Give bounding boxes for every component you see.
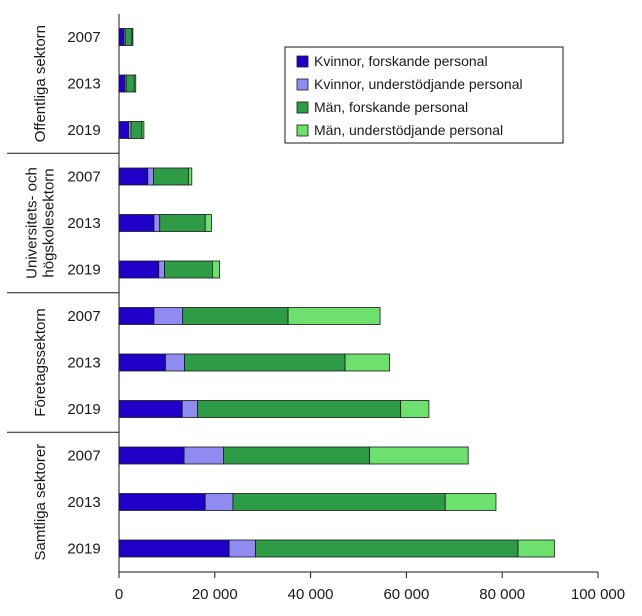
year-label: 2013 — [67, 494, 100, 511]
bar-segment — [118, 121, 129, 139]
bar-segment — [444, 493, 497, 511]
bar-segment — [118, 167, 149, 186]
bar-segment — [159, 214, 206, 232]
year-labels: 2007 2013 2019 2007 2013 2019 2007 2013 2019 2007… — [67, 29, 100, 558]
bar-segment — [118, 214, 155, 232]
legend-label: Män, understödjande personal — [314, 122, 503, 138]
legend-swatch — [296, 55, 309, 68]
bar-segment — [118, 400, 183, 418]
bar-segment — [118, 74, 126, 93]
bar-segment — [182, 307, 289, 325]
legend-label: Kvinnor, forskande personal — [314, 53, 488, 69]
bar-segment — [184, 353, 346, 372]
bar-segment — [118, 446, 185, 465]
bar-segment — [147, 167, 154, 186]
bar-segment — [181, 400, 198, 418]
year-label: 2019 — [67, 541, 100, 558]
bar-segment — [197, 400, 402, 418]
bar-segment — [118, 28, 125, 46]
legend-swatch — [296, 78, 309, 91]
legend-swatch — [296, 124, 309, 137]
legend-swatch — [296, 101, 309, 114]
x-tick-label: 0 — [115, 586, 123, 603]
bar-segment — [118, 493, 206, 511]
group-label: Samtliga sektorer — [32, 444, 49, 561]
year-label: 2007 — [67, 169, 100, 186]
bar-segment — [400, 400, 430, 418]
bar-segment — [188, 167, 193, 186]
year-label: 2019 — [67, 122, 100, 139]
bars — [118, 28, 555, 558]
group-label: Offentliga sektorn — [32, 25, 49, 142]
bar-segment — [158, 260, 165, 279]
x-tick-label: 60 000 — [383, 586, 429, 603]
bar-segment — [133, 74, 137, 93]
year-label: 2013 — [67, 215, 100, 232]
bar-segment — [228, 539, 256, 558]
bar-segment — [153, 214, 161, 232]
group-separators — [7, 152, 119, 433]
bar-segment — [141, 121, 145, 139]
year-label: 2007 — [67, 29, 100, 46]
year-label: 2013 — [67, 355, 100, 372]
x-tick-label: 40 000 — [288, 586, 334, 603]
group-label: högskolesektorn — [41, 168, 58, 277]
bar-segment — [344, 353, 391, 372]
bar-segment — [517, 539, 555, 558]
bar-segment — [255, 539, 519, 558]
bar-segment — [153, 167, 189, 186]
bar-segment — [204, 214, 212, 232]
legend-box — [284, 46, 564, 144]
bar-segment — [130, 121, 143, 139]
bar-segment — [183, 446, 224, 465]
group-label: Företagssektorn — [32, 308, 49, 416]
year-label: 2019 — [67, 262, 100, 279]
bar-segment — [125, 74, 135, 93]
year-label: 2019 — [67, 401, 100, 418]
bar-segment — [118, 260, 160, 279]
bar-segment — [212, 260, 220, 279]
bar-segment — [153, 307, 184, 325]
bar-segment — [118, 353, 166, 372]
x-tick-label: 100 000 — [571, 586, 625, 603]
x-axis: 0 20 000 40 000 60 000 80 000 100 000 — [115, 14, 625, 603]
group-labels: Offentliga sektorn Universitets- och högsk… — [24, 25, 58, 561]
bar-segment — [369, 446, 469, 465]
bar-segment — [164, 260, 213, 279]
bar-segment — [118, 307, 155, 325]
bar-segment — [131, 28, 134, 46]
x-tick-label: 20 000 — [192, 586, 238, 603]
legend-label: Män, forskande personal — [314, 99, 468, 115]
x-tick-label: 80 000 — [479, 586, 525, 603]
year-label: 2007 — [67, 448, 100, 465]
bar-segment — [118, 539, 230, 558]
bar-segment — [124, 28, 133, 46]
year-label: 2013 — [67, 76, 100, 93]
legend-label: Kvinnor, understödjande personal — [314, 76, 523, 92]
bar-segment — [287, 307, 381, 325]
bar-segment — [223, 446, 370, 465]
year-label: 2007 — [67, 308, 100, 325]
group-label: Universitets- och — [24, 167, 41, 279]
bar-segment — [165, 353, 186, 372]
bar-segment — [204, 493, 234, 511]
bar-segment — [232, 493, 446, 511]
legend: Kvinnor, forskande personal Kvinnor, unde… — [284, 46, 564, 144]
